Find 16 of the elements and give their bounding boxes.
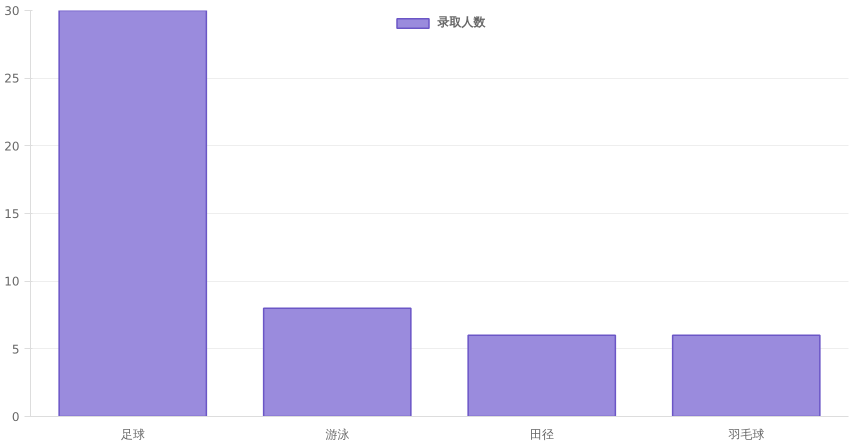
y-tick-label: 20 [4, 139, 20, 154]
y-tick-label: 0 [12, 410, 20, 424]
x-tick-label: 羽毛球 [727, 428, 764, 442]
x-tick-label: 田径 [530, 428, 554, 442]
y-tick-label: 30 [4, 4, 20, 18]
bar [467, 334, 616, 416]
y-tick-label: 25 [4, 72, 20, 86]
x-tick-label: 足球 [120, 428, 145, 442]
legend-label: 录取人数 [438, 14, 486, 31]
bar [672, 334, 821, 416]
y-tick-label: 10 [4, 274, 20, 289]
bar [262, 307, 412, 416]
y-tick-label: 5 [12, 342, 20, 356]
y-tick-label: 15 [4, 207, 20, 221]
bar [58, 10, 208, 416]
x-tick-label: 游泳 [325, 428, 350, 442]
